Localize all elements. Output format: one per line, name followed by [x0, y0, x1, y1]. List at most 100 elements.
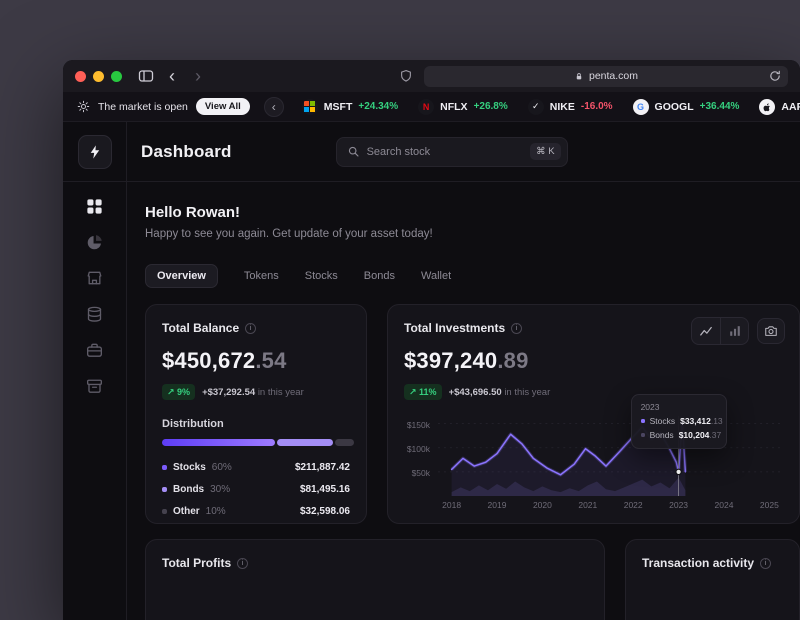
- card-title: Transaction activity: [642, 556, 755, 570]
- sidebar-item-market[interactable]: [85, 268, 105, 288]
- grid-icon: [87, 198, 102, 214]
- app-logo[interactable]: [77, 134, 112, 169]
- sidebar-item-archive[interactable]: [85, 376, 105, 396]
- ticker-change: +24.34%: [358, 101, 399, 112]
- investments-change-badge: ↗ 11%: [404, 384, 442, 400]
- market-status-text: The market is open: [98, 100, 188, 113]
- x-axis-label: 2024: [714, 500, 734, 510]
- minimize-window-button[interactable]: [93, 70, 104, 82]
- legend-value: $81,495.16: [299, 483, 350, 495]
- y-axis-label: $100k: [406, 443, 430, 454]
- bar-chart-toggle[interactable]: [720, 318, 748, 344]
- x-axis-label: 2020: [532, 500, 552, 510]
- shop-icon: [87, 271, 102, 284]
- zoom-window-button[interactable]: [111, 70, 122, 82]
- ticker-item[interactable]: G GOOGL +36.44%: [632, 98, 739, 115]
- url-text: penta.com: [588, 70, 639, 82]
- address-bar[interactable]: penta.com: [424, 65, 788, 87]
- msft-logo-icon: [301, 98, 318, 115]
- legend-dot: [162, 464, 167, 470]
- x-axis-label: 2025: [759, 500, 779, 510]
- chart-x-axis: 2018 2019 2020 2021 2022 2023 2024 2025: [438, 496, 783, 510]
- info-icon[interactable]: [760, 557, 772, 569]
- ticker-prev-button[interactable]: [263, 96, 284, 117]
- info-icon[interactable]: [245, 322, 257, 334]
- nike-logo-icon: ✓: [527, 98, 544, 115]
- sidebar-item-portfolio[interactable]: [85, 232, 105, 252]
- tooltip-row: Stocks $33,412.13: [640, 416, 723, 426]
- legend-label: Stocks: [173, 461, 206, 473]
- sidebar: [63, 182, 127, 620]
- sidebar-item-assets[interactable]: [85, 304, 105, 324]
- chart-controls: [691, 317, 785, 345]
- y-axis-label: $50k: [411, 467, 430, 478]
- briefcase-icon: [86, 343, 103, 357]
- ticker-symbol: NIKE: [549, 100, 575, 113]
- investments-change-note: +$43,696.50 in this year: [448, 386, 551, 398]
- back-button[interactable]: [162, 66, 182, 86]
- ticker-symbol: AAPL: [781, 100, 800, 113]
- line-chart: [438, 416, 783, 496]
- card-title: Total Profits: [162, 556, 232, 570]
- investments-value: $397,240.89: [404, 348, 529, 373]
- investments-chart: $50k $100k $150k 2023 Stocks $33,412.13 Bond…: [404, 394, 783, 496]
- close-window-button[interactable]: [75, 70, 86, 82]
- search-shortcut-badge: ⌘ K: [530, 143, 561, 160]
- legend-percent: 30%: [210, 483, 231, 495]
- info-icon[interactable]: [511, 322, 523, 334]
- tooltip-row: Bonds $10,204.37: [640, 430, 721, 440]
- chart-area[interactable]: 2023 Stocks $33,412.13 Bonds $10,204.37: [438, 394, 783, 496]
- bottom-cards-row: Total Profits Transaction activity: [145, 539, 800, 620]
- legend-percent: 10%: [205, 505, 226, 517]
- tab-stocks[interactable]: Stocks: [304, 270, 338, 282]
- tab-bonds[interactable]: Bonds: [363, 270, 395, 282]
- search-box[interactable]: ⌘ K: [335, 136, 568, 167]
- chart-y-axis: $50k $100k $150k: [404, 414, 438, 496]
- distribution-segment-stocks: [162, 439, 275, 446]
- ticker-item[interactable]: N NFLX +26.8%: [418, 98, 508, 115]
- legend-label: Bonds: [173, 483, 205, 495]
- tab-overview[interactable]: Overview: [145, 264, 218, 288]
- reload-icon[interactable]: [768, 69, 783, 84]
- sidebar-toggle-icon[interactable]: [136, 66, 156, 86]
- ticker-item[interactable]: MSFT +24.34%: [301, 98, 399, 115]
- distribution-label: Distribution: [162, 418, 224, 430]
- line-chart-toggle[interactable]: [692, 318, 720, 344]
- chart-tooltip: 2023 Stocks $33,412.13 Bonds $10,204.37: [630, 394, 727, 449]
- app-header: Dashboard ⌘ K: [127, 122, 800, 182]
- shield-icon[interactable]: [396, 66, 416, 86]
- browser-chrome: penta.com: [63, 60, 800, 92]
- forward-button[interactable]: [188, 66, 208, 86]
- ticker-change: +26.8%: [473, 101, 508, 112]
- tab-wallet[interactable]: Wallet: [421, 270, 452, 282]
- ticker-item[interactable]: AAPL+17.56%: [759, 98, 800, 115]
- legend-dot: [162, 508, 167, 514]
- camera-snapshot-button[interactable]: [757, 318, 785, 344]
- sidebar-item-dashboard[interactable]: [85, 196, 105, 216]
- sidebar-item-holdings[interactable]: [85, 340, 105, 360]
- view-all-button[interactable]: View All: [195, 98, 250, 115]
- info-icon[interactable]: [237, 557, 249, 569]
- investments-card-title: Total Investments: [404, 321, 506, 335]
- search-input[interactable]: [366, 145, 524, 158]
- sun-icon: [77, 100, 90, 113]
- distribution-legend: Stocks 60% $211,887.42 Bonds 30% $81,495.16 Ot…: [162, 456, 350, 522]
- main-content: Hello Rowan! Happy to see you again. Get…: [127, 182, 800, 620]
- tab-bar: Overview Tokens Stocks Bonds Wallet: [145, 264, 800, 288]
- ticker-items: MSFT +24.34% N NFLX +26.8% ✓ NIKE -16.0% G GOOGL +…: [301, 98, 800, 115]
- legend-row: Stocks 60% $211,887.42: [162, 456, 350, 478]
- legend-row: Other 10% $32,598.06: [162, 500, 350, 522]
- greeting-title: Hello Rowan!: [145, 204, 241, 221]
- ticker-item[interactable]: ✓ NIKE -16.0%: [527, 98, 613, 115]
- total-investments-card: Total Investments: [387, 304, 800, 524]
- search-icon: [347, 145, 360, 158]
- legend-label: Other: [173, 505, 200, 517]
- browser-window: penta.com The market is open View All MS…: [63, 60, 800, 620]
- nflx-logo-icon: N: [418, 98, 435, 115]
- tab-tokens[interactable]: Tokens: [243, 270, 279, 282]
- balance-value: $450,672.54: [162, 348, 287, 373]
- x-axis-label: 2023: [669, 500, 689, 510]
- legend-percent: 60%: [211, 461, 232, 473]
- logo-cell: [63, 122, 127, 182]
- balance-card-title: Total Balance: [162, 321, 240, 335]
